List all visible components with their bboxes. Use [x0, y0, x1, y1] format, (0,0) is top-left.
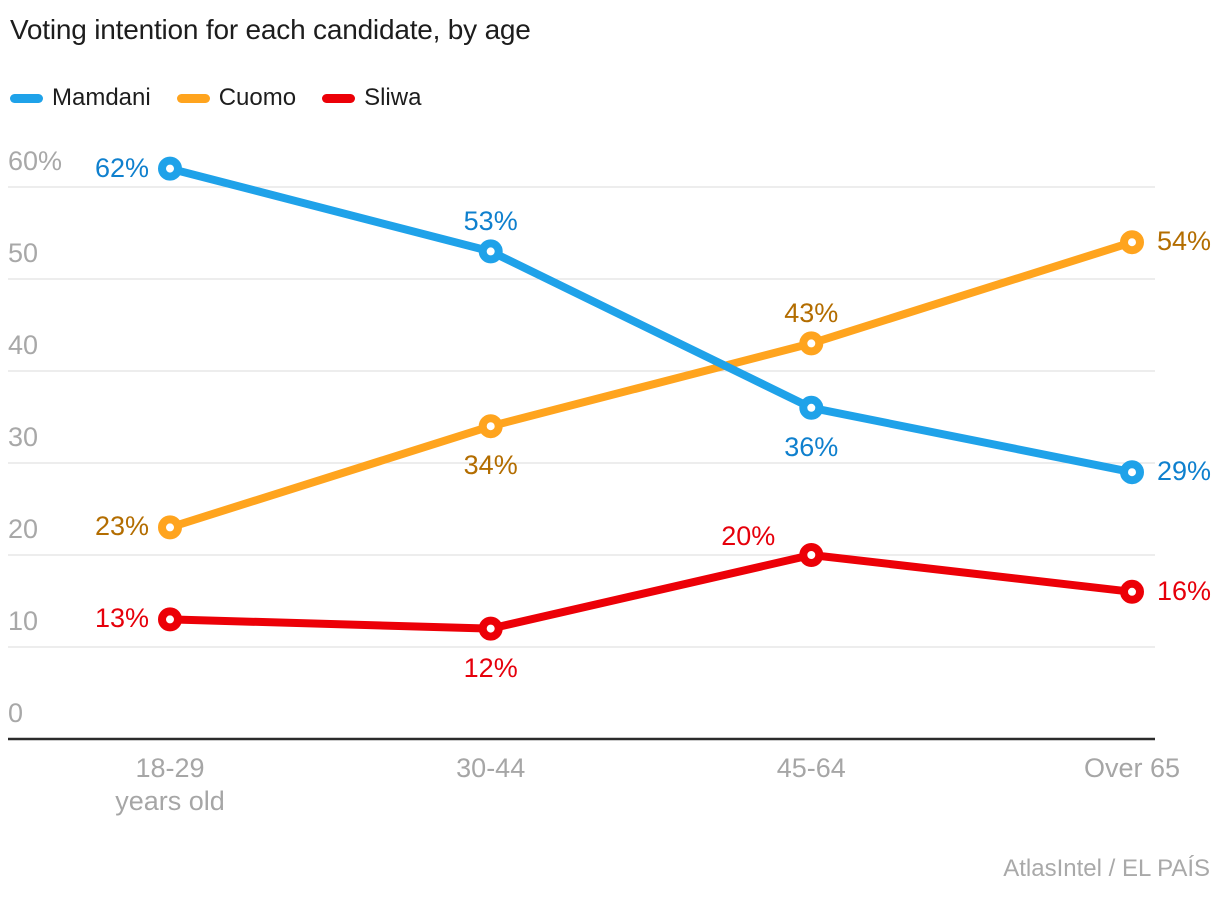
x-tick-label: 45-64: [776, 753, 846, 783]
chart-title: Voting intention for each candidate, by …: [10, 14, 531, 45]
data-label-sliwa: 12%: [463, 652, 518, 683]
data-point-marker-sliwa: [799, 543, 824, 567]
data-point-marker-cuomo: [158, 515, 182, 540]
y-tick-label: 60%: [8, 146, 63, 176]
legend-swatch-icon: [322, 93, 356, 103]
legend-swatch-icon: [176, 93, 210, 103]
legend-label: Cuomo: [218, 84, 297, 111]
data-label-mamdani: 29%: [1157, 456, 1212, 487]
y-tick-label: 50: [8, 238, 39, 268]
legend-label: Mamdani: [52, 84, 151, 111]
series-line-cuomo: [166, 238, 1136, 532]
legend-swatch-icon: [10, 93, 43, 103]
y-tick-label: 40: [8, 330, 39, 360]
data-point-marker-cuomo: [478, 414, 503, 439]
data-label-mamdani: 53%: [463, 206, 518, 237]
y-tick-label: 0: [8, 698, 24, 728]
data-label-cuomo: 43%: [784, 298, 839, 329]
y-tick-label: 30: [8, 422, 39, 452]
y-tick-label: 10: [8, 606, 39, 636]
legend-item-cuomo: Cuomo: [176, 84, 297, 112]
data-point-marker-mamdani: [478, 239, 503, 264]
data-point-marker-sliwa: [478, 616, 503, 641]
legend-item-sliwa: Sliwa: [322, 84, 421, 112]
data-point-marker-sliwa: [1120, 579, 1144, 604]
data-point-marker-cuomo: [1120, 230, 1144, 255]
data-point-marker-mamdani: [1120, 460, 1144, 485]
legend-item-mamdani: Mamdani: [10, 84, 151, 112]
data-point-marker-mamdani: [158, 156, 182, 181]
data-point-marker-mamdani: [799, 395, 824, 420]
data-label-sliwa: 13%: [94, 603, 149, 634]
legend-label: Sliwa: [364, 84, 422, 111]
series-line-sliwa: [166, 551, 1136, 633]
data-label-sliwa: 16%: [1157, 575, 1212, 606]
series-line-mamdani: [166, 164, 1136, 477]
x-tick-label: Over 65: [1083, 753, 1181, 783]
data-point-marker-cuomo: [799, 331, 824, 356]
source-credit: AtlasIntel / EL PAÍS: [1003, 855, 1210, 882]
data-label-mamdani: 36%: [784, 431, 839, 462]
data-label-cuomo: 54%: [1157, 226, 1212, 257]
x-tick-label: 18-29 years old: [115, 753, 225, 816]
data-label-cuomo: 23%: [94, 511, 149, 542]
chart-legend: Mamdani Cuomo Sliwa: [10, 84, 421, 112]
data-label-mamdani: 62%: [94, 152, 149, 183]
data-label-cuomo: 34%: [463, 450, 518, 481]
x-tick-label: 30-44: [456, 753, 526, 783]
data-label-sliwa: 20%: [721, 521, 776, 551]
y-tick-label: 20: [8, 514, 39, 544]
data-point-marker-sliwa: [158, 607, 182, 632]
